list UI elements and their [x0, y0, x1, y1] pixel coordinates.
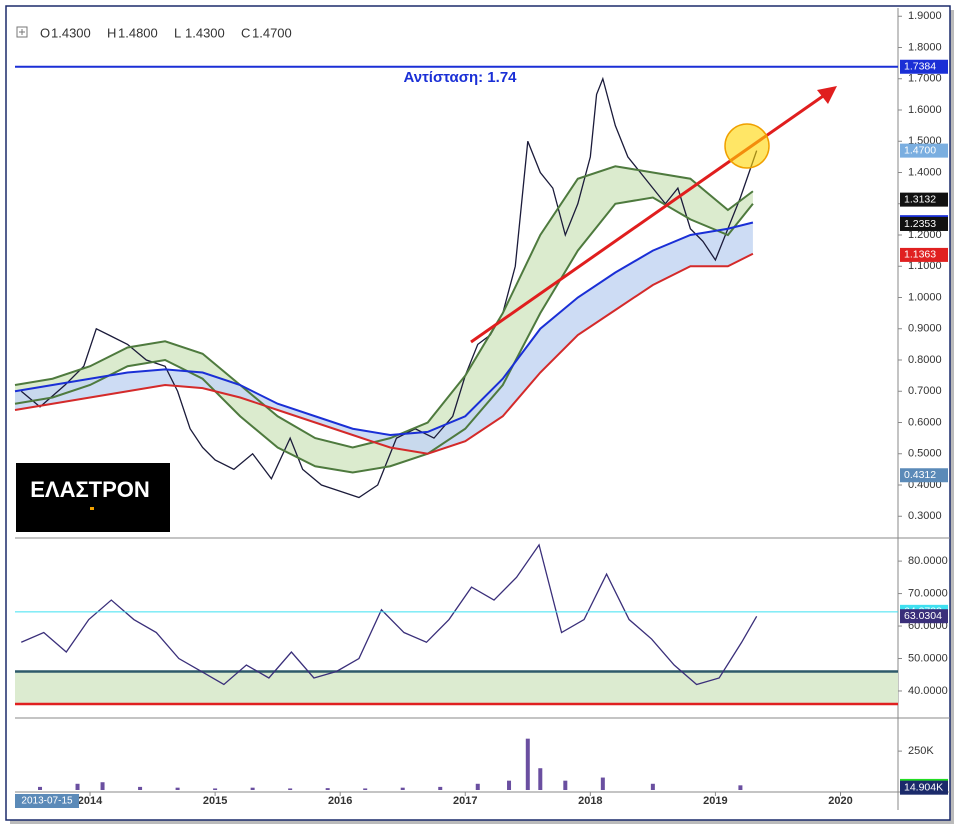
price-tag-label: 63.0304 — [904, 610, 942, 622]
price-tag — [900, 247, 948, 262]
volume-bar — [100, 782, 105, 790]
y-tick-label: 40.0000 — [908, 685, 948, 697]
volume-bar — [175, 787, 180, 790]
price-tag — [900, 609, 948, 624]
logo-box — [16, 463, 170, 532]
ohlc-key: O — [40, 25, 50, 40]
volume-bar — [288, 788, 293, 790]
band-fill — [15, 222, 753, 454]
ohlc-value: 1.4800 — [118, 25, 158, 40]
price-tag-label: 1.2353 — [904, 218, 936, 230]
ohlc-value: 1.4300 — [185, 25, 225, 40]
y-tick-label: 1.0000 — [908, 291, 942, 303]
price-tag — [900, 143, 948, 158]
volume-bar — [325, 788, 330, 790]
volume-bar — [363, 788, 368, 790]
volume-bar — [38, 786, 43, 790]
volume-bar — [250, 787, 255, 790]
price-tag — [900, 192, 948, 207]
volume-bar — [438, 786, 443, 790]
price-tag-label: 1.7384 — [904, 61, 936, 73]
band-fill — [15, 166, 753, 473]
logo-dot — [90, 507, 94, 510]
ohlc-key: L — [174, 25, 181, 40]
series-line — [14, 196, 754, 474]
ohlc-key: C — [241, 25, 250, 40]
ohlc-value: 1.4700 — [252, 25, 292, 40]
y-tick-label: 1.9000 — [908, 10, 942, 22]
volume-bar — [563, 780, 568, 790]
y-tick-label: 1.8000 — [908, 41, 942, 53]
y-tick-label: 1.7000 — [908, 73, 942, 85]
volume-bar — [400, 787, 405, 790]
price-tag-label: 1.4700 — [904, 144, 936, 156]
price-tag — [900, 216, 948, 231]
y-tick-label: 1.4000 — [908, 166, 942, 178]
y-tick-label: 0.8000 — [908, 354, 942, 366]
y-tick-label: 0.9000 — [908, 323, 942, 335]
x-tick-label: 2018 — [578, 795, 602, 807]
plot-layer: 0.30000.40000.50000.60000.70000.80000.90… — [14, 10, 948, 807]
y-tick-label: 250K — [908, 745, 934, 757]
y-tick-label: 1.6000 — [908, 104, 942, 116]
series-line — [20, 543, 758, 686]
x-tick-label: 2019 — [703, 795, 727, 807]
resistance-label: Αντίσταση: 1.74 — [403, 69, 517, 86]
price-tag — [900, 780, 948, 795]
y-tick-label: 1.1000 — [908, 260, 942, 272]
y-tick-label: 0.3000 — [908, 510, 942, 522]
volume-bar — [138, 786, 143, 790]
series-line — [14, 165, 754, 449]
price-tag-label: 1.3132 — [904, 193, 936, 205]
highlight-circle — [724, 123, 770, 169]
y-tick-label: 0.7000 — [908, 385, 942, 397]
date-label: 2013-07-15 — [21, 796, 73, 807]
y-tick-label: 0.6000 — [908, 416, 942, 428]
x-tick-label: 2016 — [328, 795, 352, 807]
volume-bar — [738, 785, 743, 790]
expand-icon[interactable] — [16, 26, 28, 38]
volume-bar — [507, 780, 512, 790]
volume-bar — [538, 768, 543, 790]
y-tick-label: 80.0000 — [908, 555, 948, 567]
ohlc-key: H — [107, 25, 116, 40]
price-tag-label: 0.4312 — [904, 469, 936, 481]
x-tick-label: 2014 — [78, 795, 103, 807]
trend-arrow-head — [817, 86, 837, 104]
price-tag — [900, 468, 948, 483]
x-tick-label: 2017 — [453, 795, 477, 807]
logo-text: ΕΛΑΣΤΡΟΝ — [30, 477, 150, 502]
band-fill — [15, 671, 898, 704]
volume-bar — [75, 783, 80, 790]
y-tick-label: 50.0000 — [908, 652, 948, 664]
price-tag-label: 1.1363 — [904, 249, 936, 261]
x-tick-label: 2020 — [828, 795, 852, 807]
series-line — [14, 252, 754, 455]
series-line — [20, 76, 758, 499]
y-tick-label: 70.0000 — [908, 587, 948, 599]
series-line — [14, 221, 754, 437]
date-box — [15, 794, 79, 808]
volume-bar — [525, 738, 530, 790]
volume-bar — [650, 783, 655, 790]
volume-bar — [213, 788, 218, 790]
ohlc-value: 1.4300 — [51, 25, 91, 40]
volume-bar — [475, 783, 480, 790]
price-tag — [900, 59, 948, 74]
x-tick-label: 2015 — [203, 795, 227, 807]
price-tag-label: 14.904K — [904, 781, 943, 793]
y-tick-label: 0.5000 — [908, 448, 942, 460]
y-tick-label: 1.2000 — [908, 229, 942, 241]
overlay: 1.73841.47001.31321.24111.23531.13630.43… — [15, 59, 948, 808]
volume-bar — [600, 777, 605, 790]
